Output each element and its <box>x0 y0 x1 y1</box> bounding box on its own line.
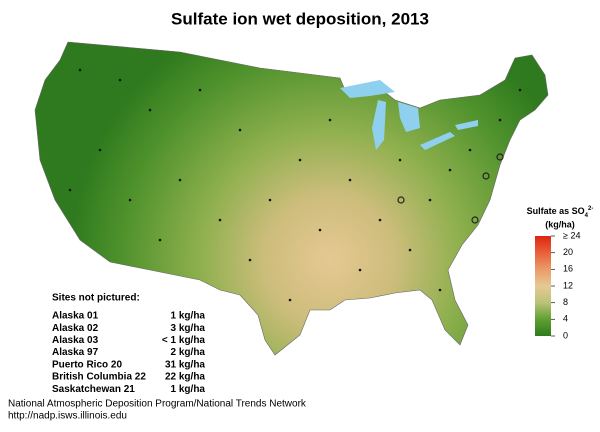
land <box>34 41 549 356</box>
legend-tick-label: 0 <box>563 330 568 340</box>
site-value: 1 kg/ha <box>171 384 206 395</box>
footer-line: National Atmospheric Deposition Program/… <box>8 399 307 410</box>
site-name: Saskatchewan 21 <box>52 384 135 395</box>
site-name: Puerto Rico 20 <box>52 359 122 370</box>
lake-superior <box>340 80 395 98</box>
lake-erie <box>420 132 455 150</box>
high-sites <box>397 153 504 224</box>
site-value: 3 kg/ha <box>171 323 206 334</box>
lake-ontario <box>455 120 478 130</box>
site-name: Alaska 01 <box>52 311 99 322</box>
site-value: < 1 kg/ha <box>162 335 206 346</box>
legend-tick-label: 4 <box>563 314 568 324</box>
site-name: Alaska 02 <box>52 323 99 334</box>
legend-title: Sulfate as SO42- <box>527 206 594 219</box>
legend-tick-label: 20 <box>563 247 573 257</box>
site-name: Alaska 97 <box>52 347 99 358</box>
site-name: Alaska 03 <box>52 335 99 346</box>
site-value: 22 kg/ha <box>165 372 205 383</box>
site-value: 31 kg/ha <box>165 359 205 370</box>
legend-tick-label: 16 <box>563 264 573 274</box>
lake-michigan <box>372 100 386 150</box>
site-name: British Columbia 22 <box>52 372 146 383</box>
sites-not-pictured: Sites not pictured: Alaska 01 1 kg/ha Alas… <box>52 293 205 395</box>
legend-tick-label: 12 <box>563 280 573 290</box>
color-bar <box>535 236 551 336</box>
legend-unit: (kg/ha) <box>545 219 575 229</box>
sites-heading: Sites not pictured: <box>52 293 140 304</box>
site-value: 1 kg/ha <box>171 311 206 322</box>
site-dots <box>68 68 522 302</box>
title: Sulfate ion wet deposition, 2013 <box>171 9 429 28</box>
footer-url: http://nadp.isws.illinois.edu <box>8 411 127 422</box>
lake-huron <box>398 102 420 132</box>
us-map <box>34 41 549 356</box>
legend-tick-label: ≥ 24 <box>563 230 580 240</box>
legend-superscript: 2- <box>588 206 593 212</box>
legend-subscript: 4 <box>585 213 589 219</box>
site-value: 2 kg/ha <box>171 347 206 358</box>
legend-title-text: Sulfate as SO <box>527 206 585 216</box>
legend-tick-label: 8 <box>563 297 568 307</box>
